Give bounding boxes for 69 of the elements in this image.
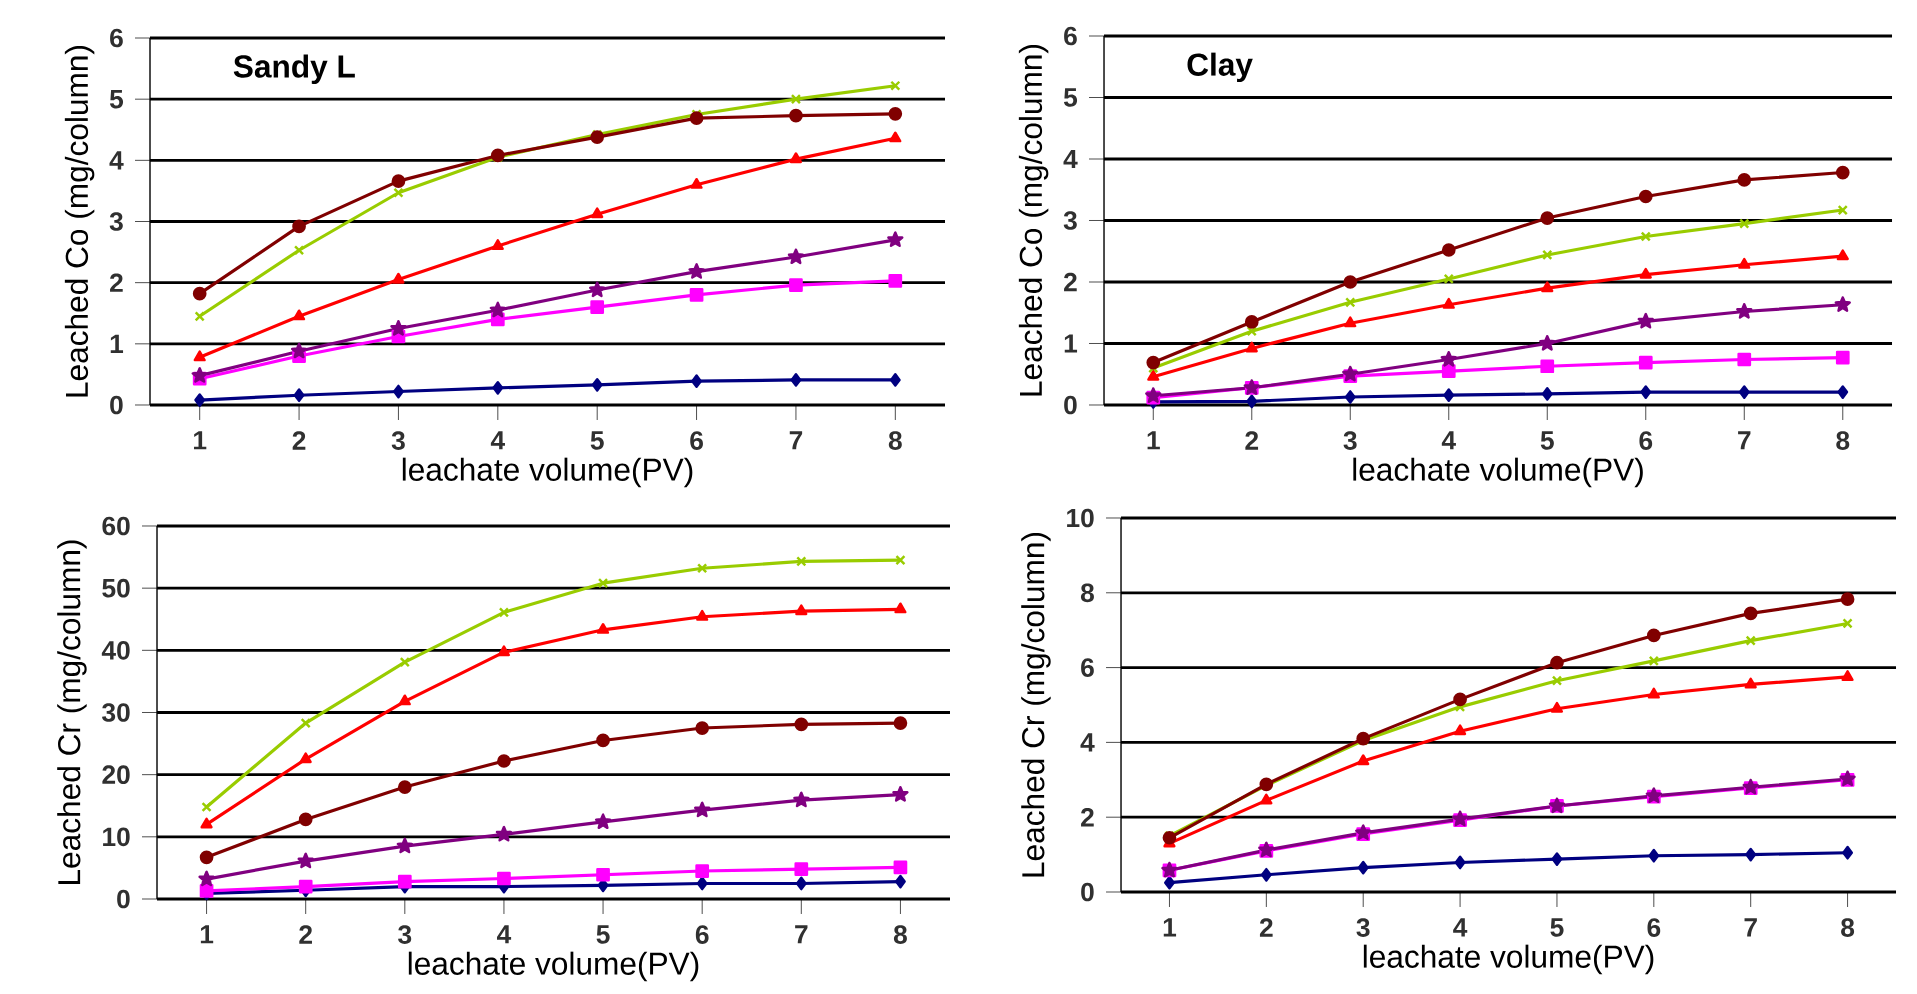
x-axis-title: leachate volume(PV) — [1353, 457, 1643, 488]
chart-title: Sandy L — [233, 54, 355, 84]
y-tick-label: 1 — [110, 334, 124, 353]
y-tick-label: 4 — [1080, 733, 1095, 752]
x-tick-label: 3 — [391, 431, 405, 450]
x-axis-title: leachate volume(PV) — [1363, 944, 1654, 975]
x-tick-label: 5 — [596, 925, 610, 944]
x-tick-label: 6 — [690, 431, 703, 450]
y-tick-label: 20 — [102, 765, 130, 785]
y-tick-label: 3 — [109, 212, 123, 231]
y-axis-title: Leached Cr (mg/column) — [57, 540, 87, 884]
y-tick-label: 0 — [1081, 882, 1094, 902]
x-axis-title: leachate volume(PV) — [402, 457, 693, 488]
y-tick-label: 0 — [117, 889, 130, 909]
x-tick-label: 2 — [1245, 431, 1259, 450]
y-tick-label: 6 — [1064, 26, 1077, 46]
x-tick-label: 5 — [1550, 918, 1564, 937]
y-tick-label: 10 — [103, 827, 130, 847]
x-tick-label: 6 — [1647, 918, 1661, 937]
y-axis-title: Leached Co (mg/column) — [1018, 44, 1049, 396]
x-tick-label: 1 — [200, 925, 214, 944]
y-tick-label: 4 — [109, 151, 124, 170]
x-tick-label: 8 — [1836, 431, 1850, 450]
x-tick-label: 4 — [1453, 918, 1468, 937]
y-tick-label: 60 — [102, 516, 130, 536]
x-tick-label: 2 — [299, 925, 312, 944]
y-tick-label: 0 — [110, 395, 123, 415]
x-tick-label: 8 — [893, 925, 907, 944]
x-tick-label: 7 — [795, 925, 808, 944]
x-tick-label: 2 — [1259, 918, 1273, 937]
y-tick-label: 2 — [1081, 807, 1094, 827]
x-tick-label: 7 — [1744, 918, 1757, 937]
x-axis-title: leachate volume(PV) — [408, 951, 699, 982]
y-tick-label: 30 — [102, 703, 130, 722]
x-tick-label: 3 — [1343, 431, 1357, 450]
y-tick-label: 8 — [1080, 583, 1094, 603]
x-tick-label: 4 — [490, 431, 505, 450]
y-tick-label: 1 — [1064, 334, 1078, 353]
x-tick-label: 7 — [789, 431, 803, 450]
y-tick-label: 4 — [1063, 149, 1078, 169]
x-tick-label: 2 — [292, 431, 306, 450]
x-tick-label: 4 — [1441, 431, 1456, 450]
x-tick-label: 1 — [194, 431, 207, 450]
x-tick-label: 3 — [1356, 918, 1370, 937]
x-tick-label: 6 — [695, 925, 709, 944]
y-tick-label: 3 — [1063, 211, 1077, 230]
x-tick-label: 8 — [1841, 918, 1855, 937]
x-tick-label: 4 — [496, 925, 512, 944]
x-tick-label: 6 — [1639, 431, 1653, 450]
y-tick-label: 6 — [110, 28, 123, 48]
x-tick-label: 7 — [1738, 431, 1751, 450]
y-tick-label: 40 — [101, 640, 130, 660]
x-tick-label: 8 — [888, 431, 902, 450]
chart-title: Clay — [1187, 52, 1253, 83]
x-tick-label: 1 — [1147, 431, 1160, 450]
x-tick-label: 3 — [398, 925, 412, 944]
y-tick-label: 10 — [1067, 508, 1094, 528]
y-axis-title: Leached Cr (mg/column) — [1021, 532, 1051, 877]
y-axis-title: Leached Co (mg/column) — [64, 45, 95, 397]
y-tick-label: 5 — [109, 89, 124, 109]
x-tick-label: 5 — [590, 431, 604, 450]
y-tick-label: 50 — [102, 578, 130, 598]
y-tick-label: 2 — [110, 273, 123, 292]
y-tick-label: 0 — [1064, 395, 1077, 415]
y-tick-label: 5 — [1063, 88, 1078, 107]
y-tick-label: 2 — [1064, 272, 1077, 292]
x-tick-label: 5 — [1540, 431, 1554, 450]
y-tick-label: 6 — [1081, 658, 1094, 677]
x-tick-label: 1 — [1163, 918, 1177, 937]
